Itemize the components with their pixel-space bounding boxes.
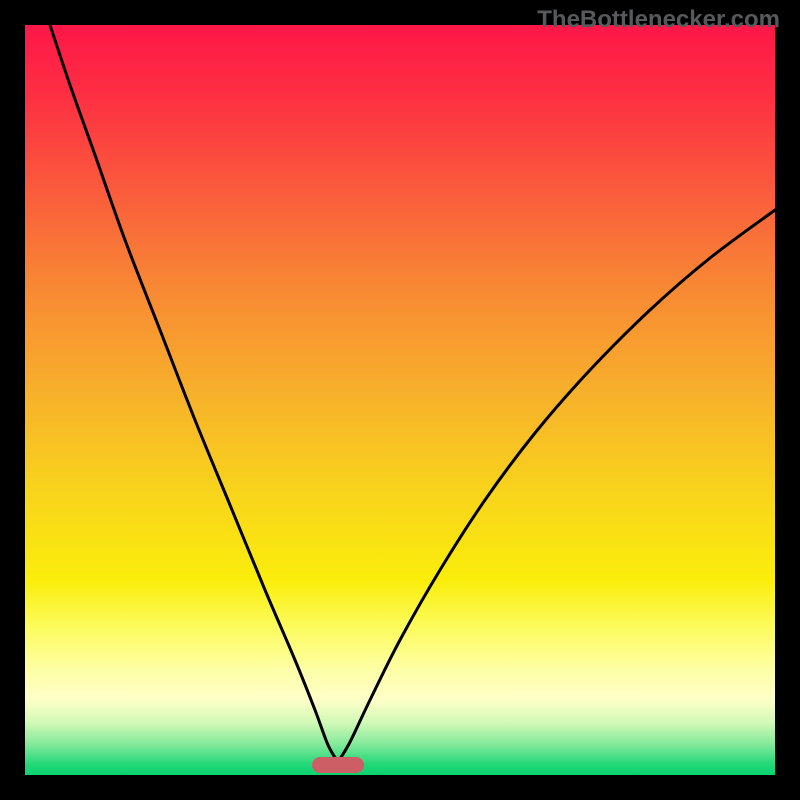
chart-container: TheBottlenecker.com (0, 0, 800, 800)
curve-overlay (0, 0, 800, 800)
minimum-marker (312, 757, 364, 773)
curve-left-branch (50, 25, 338, 762)
watermark-text: TheBottlenecker.com (537, 6, 780, 34)
curve-right-branch (338, 210, 775, 762)
